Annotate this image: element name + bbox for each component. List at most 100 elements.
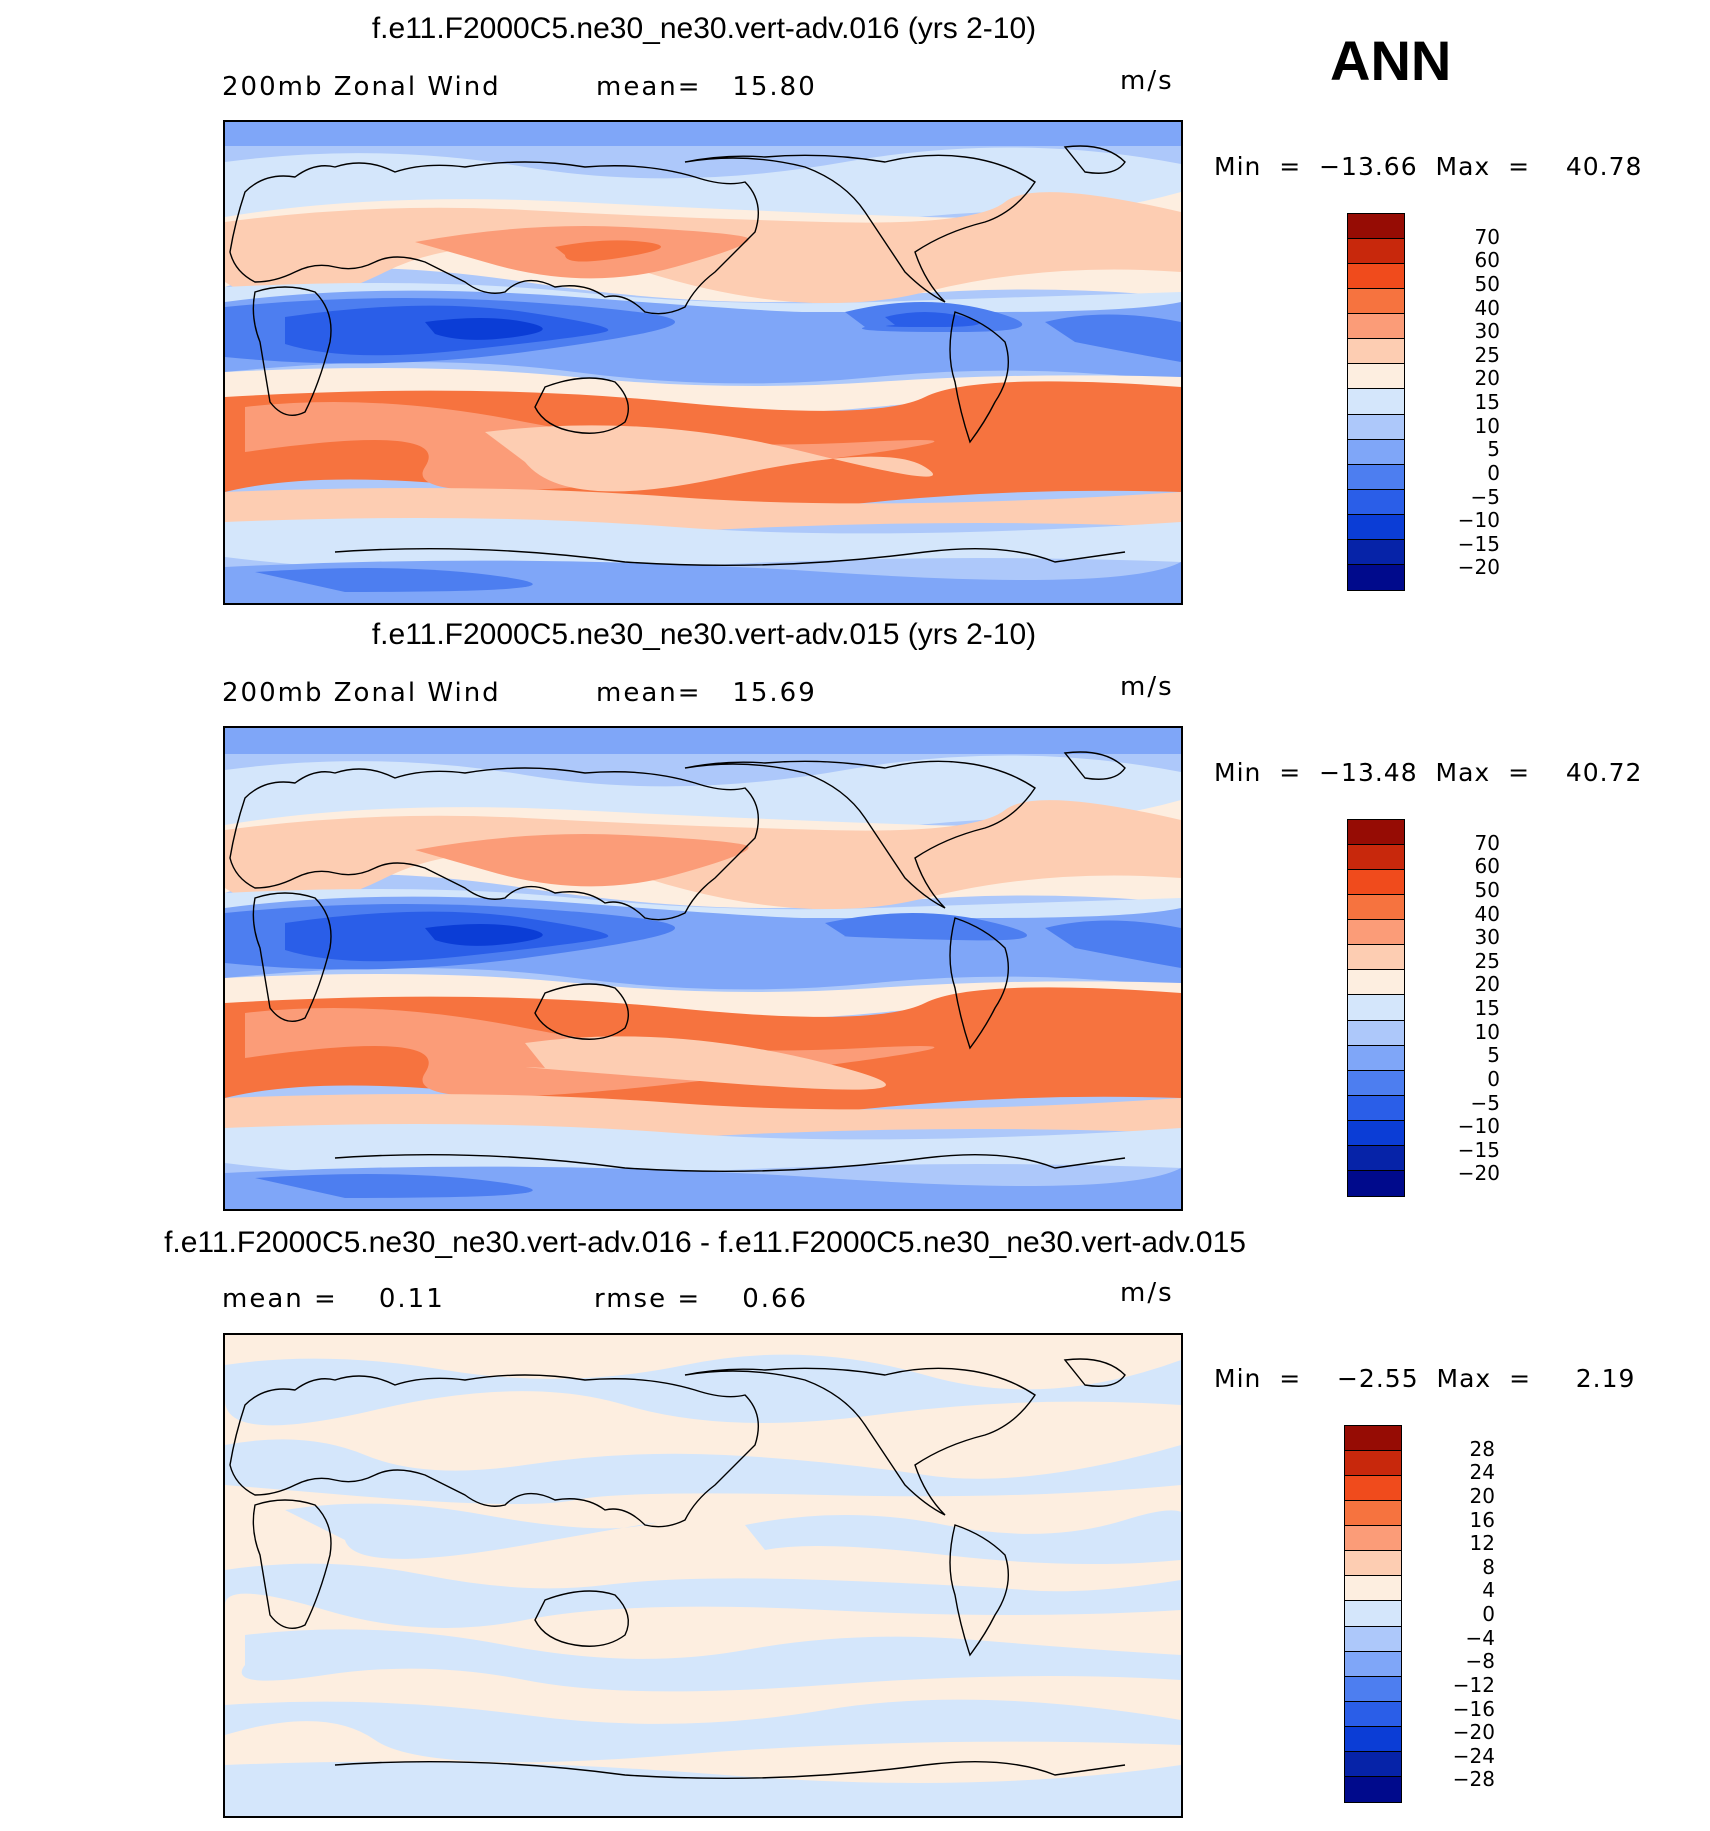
- panel-3-map: [223, 1333, 1183, 1818]
- colorbar-tick-label: −5: [1470, 1090, 1500, 1115]
- colorbar-cell: [1348, 945, 1404, 971]
- colorbar-tick-label: 70: [1474, 224, 1500, 249]
- colorbar-tick-label: 10: [1474, 1019, 1500, 1044]
- colorbar-cell: [1348, 970, 1404, 996]
- panel-1-colorbar-labels: 70 60 50 40 30 25 20 15 10 5 0 −5 −10 −15 −20: [1420, 213, 1500, 591]
- colorbar-tick-label: 50: [1474, 271, 1500, 296]
- colorbar-cell: [1348, 514, 1404, 540]
- colorbar-cell: [1348, 564, 1404, 590]
- colorbar-tick-label: 20: [1474, 972, 1500, 997]
- panel-2-colorbar: [1347, 819, 1405, 1197]
- colorbar-tick-label: 25: [1474, 342, 1500, 367]
- colorbar-tick-label: −16: [1452, 1696, 1495, 1721]
- colorbar-tick-label: 50: [1474, 877, 1500, 902]
- colorbar-cell: [1345, 1751, 1401, 1777]
- season-label: ANN: [1330, 29, 1452, 92]
- colorbar-cell: [1345, 1726, 1401, 1752]
- panel-1-colorbar: [1347, 213, 1405, 591]
- colorbar-cell: [1348, 489, 1404, 515]
- colorbar-cell: [1348, 339, 1404, 365]
- colorbar-tick-label: −15: [1457, 531, 1500, 556]
- colorbar-cell: [1345, 1676, 1401, 1702]
- colorbar-cell: [1348, 1120, 1404, 1146]
- colorbar-tick-label: 60: [1474, 248, 1500, 273]
- colorbar-cell: [1348, 314, 1404, 340]
- colorbar-tick-label: 20: [1469, 1483, 1495, 1508]
- colorbar-cell: [1345, 1776, 1401, 1802]
- colorbar-tick-label: −10: [1457, 1114, 1500, 1139]
- panel-2-map-canvas: [225, 728, 1181, 1209]
- panel-3-colorbar-labels: 28 24 20 16 12 8 4 0 −4 −8 −12 −16 −20 −24 −28: [1415, 1425, 1495, 1803]
- colorbar-cell: [1348, 439, 1404, 465]
- colorbar-tick-label: −12: [1452, 1672, 1495, 1697]
- colorbar-cell: [1348, 214, 1404, 240]
- colorbar-tick-label: 30: [1474, 319, 1500, 344]
- colorbar-cell: [1345, 1651, 1401, 1677]
- colorbar-tick-label: 28: [1469, 1436, 1495, 1461]
- panel-3-minmax: Min = −2.55 Max = 2.19: [1214, 1364, 1636, 1393]
- colorbar-tick-label: 25: [1474, 948, 1500, 973]
- colorbar-cell: [1348, 1070, 1404, 1096]
- colorbar-cell: [1348, 289, 1404, 315]
- panel-1-variable-label: 200mb Zonal Wind: [222, 72, 501, 102]
- colorbar-cell: [1348, 264, 1404, 290]
- colorbar-tick-label: −4: [1465, 1625, 1495, 1650]
- panel-2-coastlines: [229, 751, 1126, 1173]
- panel-2-units: m/s: [1120, 672, 1174, 702]
- colorbar-tick-label: 20: [1474, 366, 1500, 391]
- panel-3-mean-label: mean = 0.11: [222, 1284, 445, 1314]
- colorbar-cell: [1348, 1170, 1404, 1196]
- colorbar-cell: [1348, 895, 1404, 921]
- colorbar-tick-label: −28: [1452, 1767, 1495, 1792]
- colorbar-tick-label: 30: [1474, 925, 1500, 950]
- colorbar-cell: [1345, 1626, 1401, 1652]
- panel-3-units: m/s: [1120, 1278, 1174, 1308]
- colorbar-cell: [1348, 389, 1404, 415]
- panel-1-minmax: Min = −13.66 Max = 40.78: [1214, 152, 1643, 181]
- colorbar-cell: [1345, 1476, 1401, 1502]
- panel-1-coastlines: [229, 145, 1126, 567]
- panel-3-map-canvas: [225, 1335, 1181, 1816]
- colorbar-tick-label: 12: [1469, 1531, 1495, 1556]
- colorbar-tick-label: 0: [1487, 1066, 1500, 1091]
- colorbar-tick-label: 0: [1482, 1602, 1495, 1626]
- colorbar-tick-label: 70: [1474, 830, 1500, 855]
- panel-2-title: f.e11.F2000C5.ne30_ne30.vert-adv.015 (yr…: [371, 618, 1037, 651]
- colorbar-tick-label: 8: [1482, 1554, 1495, 1579]
- colorbar-cell: [1348, 539, 1404, 565]
- colorbar-cell: [1348, 995, 1404, 1021]
- colorbar-tick-label: 24: [1469, 1460, 1495, 1485]
- panel-1-map-canvas: [225, 122, 1181, 603]
- colorbar-tick-label: 4: [1482, 1578, 1495, 1603]
- colorbar-tick-label: 0: [1487, 460, 1500, 485]
- colorbar-cell: [1345, 1576, 1401, 1602]
- colorbar-cell: [1345, 1701, 1401, 1727]
- colorbar-cell: [1348, 820, 1404, 846]
- colorbar-tick-label: 15: [1474, 390, 1500, 414]
- panel-2-mean-label: mean= 15.69: [596, 678, 817, 708]
- colorbar-cell: [1348, 1145, 1404, 1171]
- colorbar-tick-label: 5: [1487, 437, 1500, 462]
- panel-2-colorbar-labels: 70 60 50 40 30 25 20 15 10 5 0 −5 −10 −15 −20: [1420, 819, 1500, 1197]
- colorbar-cell: [1345, 1526, 1401, 1552]
- colorbar-cell: [1348, 464, 1404, 490]
- panel-1-title: f.e11.F2000C5.ne30_ne30.vert-adv.016 (yr…: [371, 12, 1037, 45]
- colorbar-tick-label: 10: [1474, 413, 1500, 438]
- colorbar-cell: [1348, 239, 1404, 265]
- panel-1-units: m/s: [1120, 66, 1174, 96]
- colorbar-cell: [1345, 1501, 1401, 1527]
- colorbar-tick-label: −20: [1457, 1161, 1500, 1186]
- colorbar-tick-label: 5: [1487, 1043, 1500, 1068]
- colorbar-cell: [1348, 920, 1404, 946]
- colorbar-tick-label: −8: [1465, 1649, 1495, 1674]
- colorbar-tick-label: −24: [1452, 1743, 1495, 1768]
- panel-3-coastlines: [229, 1358, 1126, 1780]
- colorbar-tick-label: −10: [1457, 508, 1500, 533]
- colorbar-tick-label: 15: [1474, 996, 1500, 1020]
- colorbar-tick-label: −20: [1457, 555, 1500, 580]
- colorbar-cell: [1345, 1601, 1401, 1627]
- colorbar-tick-label: −5: [1470, 484, 1500, 509]
- colorbar-cell: [1348, 845, 1404, 871]
- colorbar-tick-label: −20: [1452, 1720, 1495, 1745]
- panel-1-mean-label: mean= 15.80: [596, 72, 817, 102]
